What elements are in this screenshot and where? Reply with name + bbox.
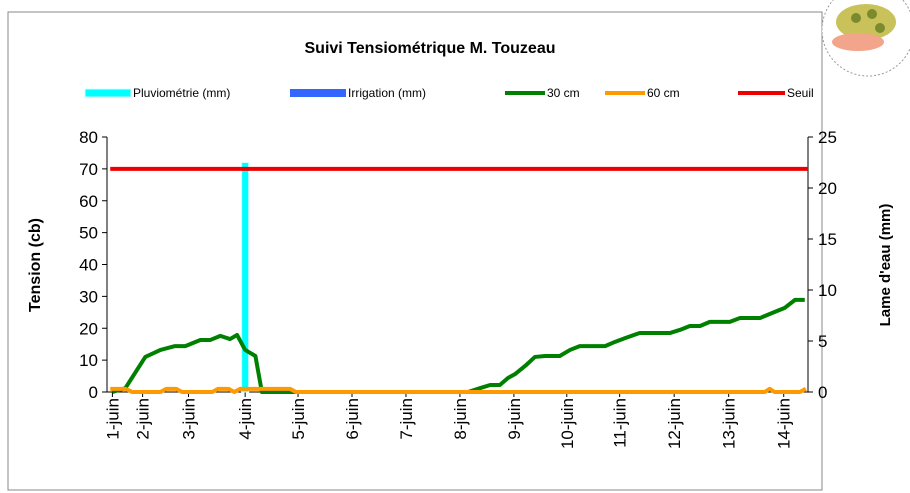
y-tick-label: 80 [79,128,98,147]
y-tick-label: 30 [79,287,98,306]
y-tick-label: 70 [79,160,98,179]
y-tick-label: 0 [89,383,98,402]
legend-label: 30 cm [547,86,580,100]
x-tick-label: 7-juin [397,398,416,440]
x-tick-label: 1-juin [103,398,122,440]
x-tick-label: 9-juin [505,398,524,440]
legend-label: Seuil [787,86,814,100]
x-tick-label: 10-juin [558,398,577,449]
y-tick-label: 40 [79,256,98,275]
x-tick-label: 6-juin [343,398,362,440]
legend-label: Pluviométrie (mm) [133,86,230,100]
y-tick-label: 60 [79,192,98,211]
x-tick-label: 12-juin [665,398,684,449]
chart-title: Suivi Tensiométrique M. Touzeau [305,40,556,57]
legend-label: Irrigation (mm) [348,86,426,100]
legend-label: 60 cm [647,86,680,100]
y2-axis-title: Lame d'eau (mm) [877,204,894,327]
legend-swatch [290,89,346,97]
y2-tick-label: 5 [818,332,827,351]
x-tick-label: 11-juin [611,398,630,448]
y2-tick-label: 20 [818,179,837,198]
y-axis-title: Tension (cb) [27,218,44,312]
y2-tick-label: 10 [818,281,837,300]
x-tick-label: 13-juin [720,398,739,449]
x-tick-label: 4-juin [236,398,255,440]
legend-swatch [85,89,131,97]
y2-tick-label: 15 [818,230,837,249]
x-tick-label: 3-juin [179,398,198,440]
y-tick-label: 20 [79,319,98,338]
chart: Suivi Tensiométrique M. Touzeau Tension … [0,0,910,493]
y2-tick-label: 25 [818,128,837,147]
x-tick-label: 14-juin [775,398,794,449]
x-tick-label: 8-juin [451,398,470,440]
x-tick-label: 5-juin [289,398,308,440]
bar [242,163,249,393]
logo [822,0,910,76]
y2-tick-label: 0 [818,383,827,402]
x-tick-label: 2-juin [134,398,153,440]
y-tick-label: 10 [79,351,98,370]
y-tick-label: 50 [79,224,98,243]
